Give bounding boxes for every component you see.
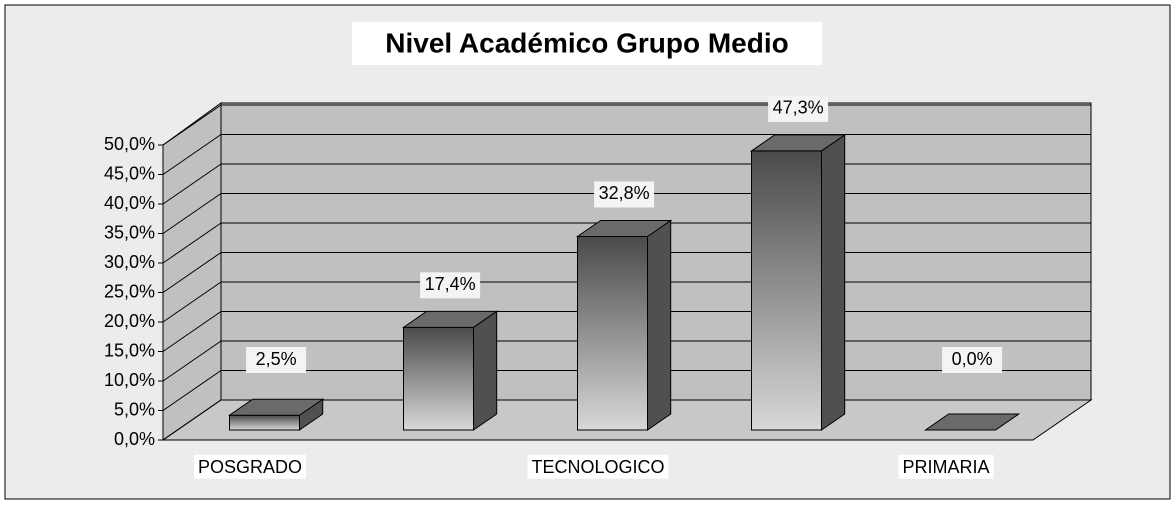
side-wall — [162, 102, 222, 441]
y-tick-label: 5,0% — [114, 399, 155, 419]
grid-line — [162, 193, 222, 234]
grid-line — [162, 252, 222, 293]
y-tick-label: 40,0% — [104, 193, 155, 213]
y-tick-label: 35,0% — [104, 222, 155, 242]
y-tick-label: 0,0% — [114, 429, 155, 449]
x-label-box — [193, 454, 307, 479]
value-label: 0,0% — [952, 349, 993, 369]
grid-line — [162, 163, 222, 205]
bar-side — [821, 133, 846, 431]
x-tick-label: POSGRADO — [198, 457, 302, 477]
x-label-box — [527, 454, 669, 479]
bar-top — [575, 219, 673, 237]
grid-line — [162, 340, 222, 382]
y-tick-label: 10,0% — [104, 370, 155, 390]
bar-top — [749, 134, 847, 152]
y-tick-label: 30,0% — [104, 252, 155, 272]
y-tick-label: 20,0% — [104, 311, 155, 331]
bar — [403, 326, 474, 431]
value-label-box — [420, 272, 481, 299]
bar-top — [923, 413, 1021, 431]
bar-top — [401, 310, 499, 328]
bar — [751, 150, 822, 431]
grid-line — [162, 222, 222, 264]
grid-line — [162, 311, 222, 352]
grid-line — [162, 134, 222, 175]
chart-title: Nivel Académico Grupo Medio — [385, 27, 788, 58]
title-box — [352, 22, 822, 65]
value-label: 2,5% — [256, 349, 297, 369]
value-label: 47,3% — [773, 98, 824, 118]
value-label: 32,8% — [599, 183, 650, 203]
value-label-box — [942, 347, 1003, 373]
bar-side — [473, 310, 498, 431]
x-tick-label: PRIMARIA — [902, 457, 989, 477]
y-tick-label: 15,0% — [104, 340, 155, 360]
grid-line — [162, 281, 222, 323]
bar — [229, 414, 300, 431]
grid-line — [162, 399, 222, 441]
bar — [577, 235, 648, 431]
y-tick-label: 50,0% — [104, 134, 155, 154]
grid-line — [162, 104, 222, 146]
bar-side — [647, 219, 672, 431]
value-label: 17,4% — [425, 274, 476, 294]
x-tick-label: TECNOLOGICO — [531, 457, 664, 477]
value-label-box — [768, 95, 829, 122]
grid-line — [162, 370, 222, 411]
value-label-box — [594, 181, 655, 208]
bar-top — [227, 398, 325, 416]
y-tick-label: 25,0% — [104, 281, 155, 301]
x-label-box — [898, 454, 994, 479]
y-tick-label: 45,0% — [104, 163, 155, 183]
value-label-box — [246, 347, 307, 373]
